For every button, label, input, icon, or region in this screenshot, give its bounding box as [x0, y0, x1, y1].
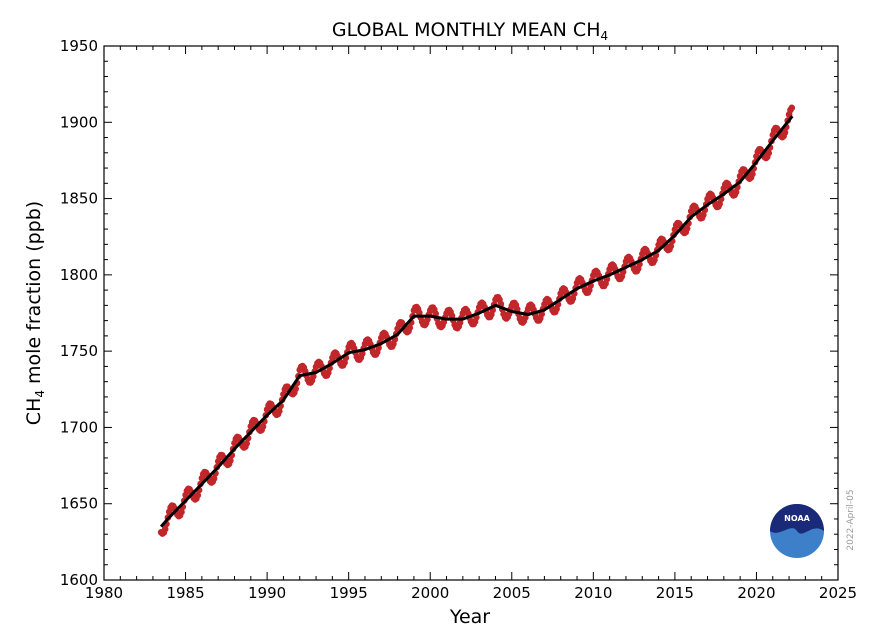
monthly-mean-point	[406, 324, 414, 332]
monthly-mean-point	[292, 385, 300, 393]
x-tick-label: 2025	[819, 584, 857, 602]
monthly-mean-point	[178, 508, 185, 516]
monthly-mean-point	[227, 457, 234, 464]
x-tick-label: 1980	[85, 584, 123, 602]
monthly-mean-point	[161, 525, 169, 533]
y-tick-label: 1900	[60, 113, 98, 131]
monthly-mean-point	[667, 242, 675, 250]
monthly-mean-point	[276, 407, 283, 415]
monthly-mean-point	[781, 129, 789, 136]
x-tick-label: 2015	[656, 584, 694, 602]
monthly-mean-point	[259, 423, 267, 430]
y-tick-label: 1650	[60, 495, 98, 513]
x-axis-title: Year	[449, 606, 490, 628]
axes: 1980 1985 1990 1995 2000 2005 2010 2015 2020 2025…	[60, 37, 857, 602]
monthly-mean-point	[683, 225, 691, 232]
x-tick-label: 1995	[330, 584, 368, 602]
y-tick-label: 1600	[60, 571, 98, 589]
x-tick-label: 1990	[248, 584, 286, 602]
y-axis-title: CH4 mole fraction (ppb)	[23, 201, 47, 425]
monthly-mean-point	[788, 104, 796, 112]
y-tick-label: 1700	[60, 418, 98, 436]
monthly-mean-point	[765, 149, 772, 157]
noaa-logo: NOAA	[770, 504, 824, 558]
monthly-mean-point	[210, 475, 218, 482]
monthly-mean-point	[749, 170, 756, 178]
chart-title: GLOBAL MONTHLY MEAN CH4	[332, 19, 608, 43]
y-tick-label: 1850	[60, 190, 98, 208]
trend-line	[159, 115, 794, 528]
x-tick-label: 2000	[411, 584, 449, 602]
noaa-bird-icon	[788, 509, 806, 527]
y-tick-label: 1800	[60, 266, 98, 284]
x-tick-label: 2010	[574, 584, 612, 602]
y-tick-label: 1750	[60, 342, 98, 360]
x-tick-label: 2005	[493, 584, 531, 602]
date-stamp: 2022-April-05	[846, 489, 856, 550]
monthly-mean-point	[194, 491, 202, 499]
plot-area	[157, 104, 796, 537]
x-tick-label: 1985	[166, 584, 204, 602]
y-tick-label: 1950	[60, 37, 98, 55]
x-tick-label: 2020	[737, 584, 775, 602]
monthly-mean-point	[243, 440, 250, 447]
plot-frame	[103, 45, 839, 581]
noaa-logo-text: NOAA	[784, 514, 810, 523]
